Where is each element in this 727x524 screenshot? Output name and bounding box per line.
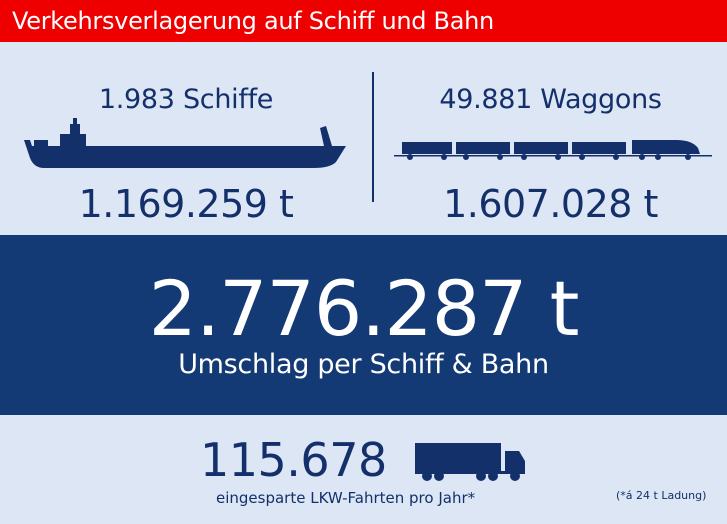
rail-count: 49.881 Waggons [439,84,662,115]
truck-panel: 115.678 eingesparte LKW-Fahrten pro Jahr… [0,415,727,524]
rail-tons: 1.607.028 t [443,182,658,226]
stats-panel: 1.983 Schiffe 1.169.259 t 49.881 Waggons [0,42,727,235]
train-icon [394,140,712,160]
ship-count: 1.983 Schiffe [98,84,274,115]
total-label: Umschlag per Schiff & Bahn [178,349,549,380]
truck-label: eingesparte LKW-Fahrten pro Jahr* [216,489,476,507]
total-value: 2.776.287 t [148,264,580,353]
ship-icon [24,118,346,168]
rail-column: 49.881 Waggons 1.607.028 t [374,42,727,235]
truck-count: 115.678 [200,433,387,487]
page-title: Verkehrsverlagerung auf Schiff und Bahn [0,0,727,42]
ship-column: 1.983 Schiffe 1.169.259 t [0,42,372,235]
truck-icon [415,443,525,481]
column-divider [372,72,374,202]
total-band: 2.776.287 t Umschlag per Schiff & Bahn [0,235,727,415]
footnote: (*á 24 t Ladung) [616,489,707,502]
ship-tons: 1.169.259 t [78,182,294,226]
